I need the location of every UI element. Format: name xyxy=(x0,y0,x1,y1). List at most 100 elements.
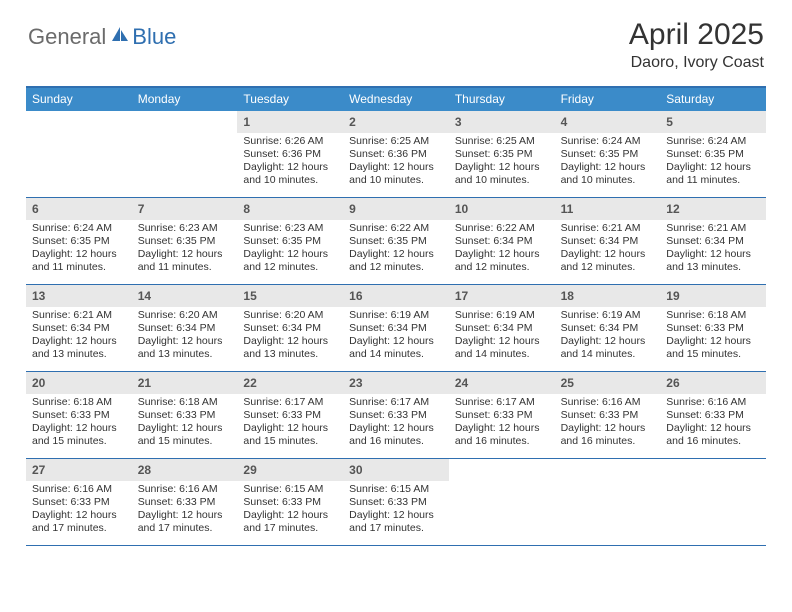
daylight-line: Daylight: 12 hours and 12 minutes. xyxy=(349,248,443,274)
daylight-line: Daylight: 12 hours and 12 minutes. xyxy=(561,248,655,274)
day-cell: 23Sunrise: 6:17 AMSunset: 6:33 PMDayligh… xyxy=(343,372,449,458)
day-cell: 28Sunrise: 6:16 AMSunset: 6:33 PMDayligh… xyxy=(132,459,238,545)
day-number-bar: 22 xyxy=(237,372,343,394)
day-number: 10 xyxy=(455,202,468,216)
sunrise-line: Sunrise: 6:21 AM xyxy=(561,222,655,235)
day-details: Sunrise: 6:15 AMSunset: 6:33 PMDaylight:… xyxy=(343,483,449,536)
sunrise-line: Sunrise: 6:24 AM xyxy=(561,135,655,148)
daylight-line: Daylight: 12 hours and 16 minutes. xyxy=(349,422,443,448)
sunrise-line: Sunrise: 6:15 AM xyxy=(349,483,443,496)
logo: General Blue xyxy=(28,18,176,50)
day-details: Sunrise: 6:21 AMSunset: 6:34 PMDaylight:… xyxy=(660,222,766,275)
day-number: 20 xyxy=(32,376,45,390)
weekday-header: Sunday xyxy=(26,88,132,111)
day-number-bar: 3 xyxy=(449,111,555,133)
daylight-line: Daylight: 12 hours and 14 minutes. xyxy=(455,335,549,361)
sunrise-line: Sunrise: 6:19 AM xyxy=(349,309,443,322)
day-cell: 17Sunrise: 6:19 AMSunset: 6:34 PMDayligh… xyxy=(449,285,555,371)
day-details: Sunrise: 6:16 AMSunset: 6:33 PMDaylight:… xyxy=(555,396,661,449)
sunset-line: Sunset: 6:33 PM xyxy=(243,409,337,422)
day-number-bar: 6 xyxy=(26,198,132,220)
sunset-line: Sunset: 6:36 PM xyxy=(349,148,443,161)
sunset-line: Sunset: 6:35 PM xyxy=(32,235,126,248)
daylight-line: Daylight: 12 hours and 10 minutes. xyxy=(561,161,655,187)
day-number: 11 xyxy=(561,202,574,216)
daylight-line: Daylight: 12 hours and 11 minutes. xyxy=(138,248,232,274)
day-details: Sunrise: 6:17 AMSunset: 6:33 PMDaylight:… xyxy=(449,396,555,449)
week-row: 6Sunrise: 6:24 AMSunset: 6:35 PMDaylight… xyxy=(26,198,766,285)
day-details: Sunrise: 6:26 AMSunset: 6:36 PMDaylight:… xyxy=(237,135,343,188)
weekday-header: Friday xyxy=(555,88,661,111)
daylight-line: Daylight: 12 hours and 11 minutes. xyxy=(32,248,126,274)
day-number-bar: 13 xyxy=(26,285,132,307)
day-number: 14 xyxy=(138,289,151,303)
day-number-bar: 23 xyxy=(343,372,449,394)
sunrise-line: Sunrise: 6:21 AM xyxy=(32,309,126,322)
sunrise-line: Sunrise: 6:16 AM xyxy=(138,483,232,496)
day-cell: 26 Sunrise: 6:16 AMSunset: 6:33 PMDayligh… xyxy=(660,372,766,458)
day-number-bar: 16 xyxy=(343,285,449,307)
day-number: 30 xyxy=(349,463,362,477)
day-details: Sunrise: 6:23 AMSunset: 6:35 PMDaylight:… xyxy=(237,222,343,275)
day-number-bar: 29 xyxy=(237,459,343,481)
sunset-line: Sunset: 6:35 PM xyxy=(138,235,232,248)
sunrise-line: Sunrise: 6:21 AM xyxy=(666,222,760,235)
day-details: Sunrise: 6:20 AMSunset: 6:34 PMDaylight:… xyxy=(237,309,343,362)
month-title: April 2025 xyxy=(629,18,764,52)
day-number-bar: 21 xyxy=(132,372,238,394)
header: General Blue April 2025 Daoro, Ivory Coa… xyxy=(0,0,792,80)
day-details: Sunrise: 6:23 AMSunset: 6:35 PMDaylight:… xyxy=(132,222,238,275)
daylight-line: Daylight: 12 hours and 15 minutes. xyxy=(243,422,337,448)
sunrise-line: Sunrise: 6:26 AM xyxy=(243,135,337,148)
day-number-bar: 19 xyxy=(660,285,766,307)
sunset-line: Sunset: 6:35 PM xyxy=(243,235,337,248)
daylight-line: Daylight: 12 hours and 16 minutes. xyxy=(666,422,760,448)
sunrise-line: Sunrise: 6:18 AM xyxy=(32,396,126,409)
logo-text-blue: Blue xyxy=(132,24,176,50)
daylight-line: Daylight: 12 hours and 11 minutes. xyxy=(666,161,760,187)
day-number-bar: 1 xyxy=(237,111,343,133)
daylight-line: Daylight: 12 hours and 16 minutes. xyxy=(455,422,549,448)
day-details: Sunrise: 6:18 AMSunset: 6:33 PMDaylight:… xyxy=(26,396,132,449)
daylight-line: Daylight: 12 hours and 14 minutes. xyxy=(561,335,655,361)
sunset-line: Sunset: 6:33 PM xyxy=(32,409,126,422)
daylight-line: Daylight: 12 hours and 14 minutes. xyxy=(349,335,443,361)
day-cell: 8Sunrise: 6:23 AMSunset: 6:35 PMDaylight… xyxy=(237,198,343,284)
daylight-line: Daylight: 12 hours and 10 minutes. xyxy=(243,161,337,187)
day-number-bar: 15 xyxy=(237,285,343,307)
day-details: Sunrise: 6:25 AMSunset: 6:35 PMDaylight:… xyxy=(449,135,555,188)
day-details: Sunrise: 6:24 AMSunset: 6:35 PMDaylight:… xyxy=(26,222,132,275)
calendar: SundayMondayTuesdayWednesdayThursdayFrid… xyxy=(26,86,766,546)
day-details: Sunrise: 6:17 AMSunset: 6:33 PMDaylight:… xyxy=(343,396,449,449)
sunrise-line: Sunrise: 6:15 AM xyxy=(243,483,337,496)
day-number: 5 xyxy=(666,115,673,129)
day-details: Sunrise: 6:16 AMSunset: 6:33 PMDaylight:… xyxy=(26,483,132,536)
daylight-line: Daylight: 12 hours and 15 minutes. xyxy=(666,335,760,361)
day-number: 26 xyxy=(666,376,679,390)
day-number-bar: 8 xyxy=(237,198,343,220)
daylight-line: Daylight: 12 hours and 17 minutes. xyxy=(138,509,232,535)
day-number: 12 xyxy=(666,202,679,216)
day-details: Sunrise: 6:16 AMSunset: 6:33 PMDaylight:… xyxy=(660,396,766,449)
day-number-bar: 14 xyxy=(132,285,238,307)
daylight-line: Daylight: 12 hours and 15 minutes. xyxy=(32,422,126,448)
day-number: 28 xyxy=(138,463,151,477)
day-number-bar: 30 xyxy=(343,459,449,481)
day-cell-empty xyxy=(26,111,132,197)
day-details: Sunrise: 6:19 AMSunset: 6:34 PMDaylight:… xyxy=(343,309,449,362)
weekday-header: Wednesday xyxy=(343,88,449,111)
day-number: 21 xyxy=(138,376,151,390)
day-cell: 27Sunrise: 6:16 AMSunset: 6:33 PMDayligh… xyxy=(26,459,132,545)
sunset-line: Sunset: 6:34 PM xyxy=(561,322,655,335)
day-details: Sunrise: 6:20 AMSunset: 6:34 PMDaylight:… xyxy=(132,309,238,362)
daylight-line: Daylight: 12 hours and 13 minutes. xyxy=(666,248,760,274)
logo-sail-icon xyxy=(110,25,130,50)
sunset-line: Sunset: 6:34 PM xyxy=(138,322,232,335)
daylight-line: Daylight: 12 hours and 13 minutes. xyxy=(32,335,126,361)
weekday-header-row: SundayMondayTuesdayWednesdayThursdayFrid… xyxy=(26,88,766,111)
day-cell: 18Sunrise: 6:19 AMSunset: 6:34 PMDayligh… xyxy=(555,285,661,371)
sunset-line: Sunset: 6:34 PM xyxy=(666,235,760,248)
sunset-line: Sunset: 6:34 PM xyxy=(561,235,655,248)
day-number: 22 xyxy=(243,376,256,390)
week-row: 20Sunrise: 6:18 AMSunset: 6:33 PMDayligh… xyxy=(26,372,766,459)
